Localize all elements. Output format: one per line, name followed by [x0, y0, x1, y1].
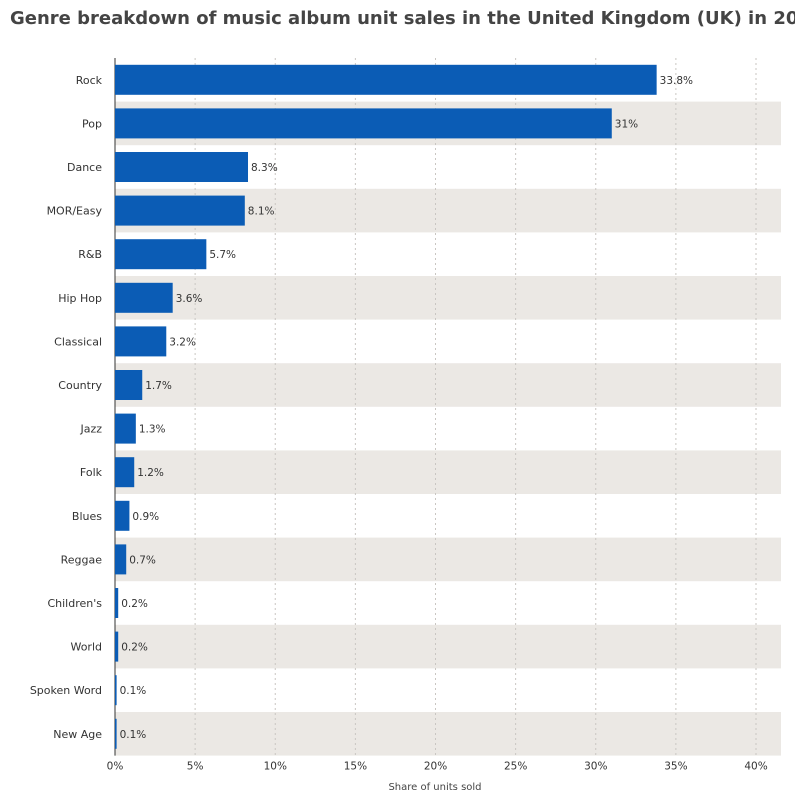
bar	[115, 718, 117, 749]
category-label: Pop	[82, 117, 102, 130]
bar	[115, 588, 119, 618]
category-label: World	[70, 641, 102, 654]
row-band	[115, 624, 781, 669]
bar	[115, 675, 117, 706]
category-label: Rock	[76, 74, 103, 87]
bar	[115, 457, 135, 488]
value-label: 1.2%	[137, 467, 164, 479]
labels: 0% 5% 10% 15% 20% 25% 30% 35% 40% Rock 33.8% Pop 31%…	[30, 74, 768, 773]
bars	[115, 64, 657, 749]
x-tick-label: 5%	[187, 761, 204, 773]
bar	[115, 326, 167, 357]
category-label: Classical	[54, 335, 102, 348]
x-tick-label: 10%	[264, 761, 287, 773]
row-band	[115, 363, 781, 407]
category-label: Country	[58, 379, 102, 392]
row-band	[115, 276, 781, 320]
bar	[115, 195, 245, 226]
x-tick-label: 0%	[107, 761, 124, 773]
category-label: Jazz	[79, 423, 102, 436]
bar	[115, 282, 173, 313]
value-label: 33.8%	[660, 75, 693, 87]
category-label: MOR/Easy	[47, 205, 103, 218]
value-label: 31%	[615, 118, 638, 130]
x-tick-label: 15%	[344, 761, 367, 773]
bar	[115, 500, 130, 531]
value-label: 3.2%	[169, 336, 196, 348]
bar	[115, 413, 136, 444]
row-band	[115, 537, 781, 582]
chart-title: Genre breakdown of music album unit sale…	[10, 8, 795, 29]
value-label: 0.1%	[120, 729, 147, 741]
x-tick-label: 25%	[504, 761, 527, 773]
x-tick-label: 35%	[664, 761, 687, 773]
bar	[115, 64, 657, 95]
category-label: Reggae	[61, 553, 103, 566]
category-label: Children's	[47, 597, 102, 610]
value-label: 0.7%	[129, 554, 156, 566]
category-label: Folk	[80, 466, 103, 479]
value-label: 0.2%	[121, 642, 148, 654]
value-label: 8.3%	[251, 162, 278, 174]
value-label: 0.9%	[132, 511, 159, 523]
bar	[115, 108, 612, 139]
category-label: Spoken Word	[30, 684, 102, 697]
category-label: Dance	[67, 161, 102, 174]
x-axis-title: Share of units sold	[388, 782, 481, 793]
category-label: R&B	[78, 248, 102, 261]
row-band	[115, 712, 781, 756]
x-tick-label: 20%	[424, 761, 447, 773]
bar	[115, 544, 127, 575]
value-label: 5.7%	[209, 249, 236, 261]
category-label: Hip Hop	[58, 292, 102, 305]
value-label: 3.6%	[176, 293, 203, 305]
bar	[115, 370, 143, 400]
bar	[115, 152, 249, 182]
bar	[115, 239, 207, 270]
value-label: 1.7%	[145, 380, 172, 392]
row-band	[115, 450, 781, 494]
category-label: Blues	[72, 510, 102, 523]
value-label: 8.1%	[248, 206, 275, 218]
value-label: 0.1%	[120, 685, 147, 697]
x-tick-label: 30%	[584, 761, 607, 773]
value-label: 1.3%	[139, 424, 166, 436]
x-tick-label: 40%	[744, 761, 767, 773]
value-label: 0.2%	[121, 598, 148, 610]
category-label: New Age	[53, 728, 102, 741]
bar	[115, 631, 119, 662]
